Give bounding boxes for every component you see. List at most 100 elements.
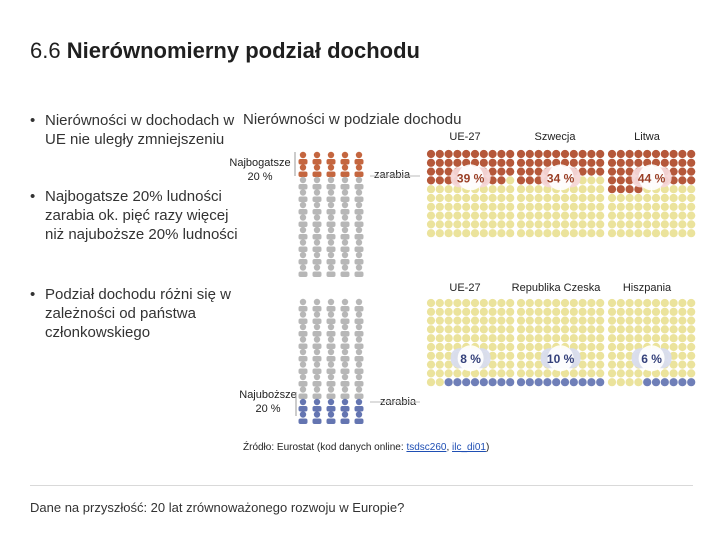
income-dot-highlight — [616, 167, 625, 176]
income-dot — [616, 325, 625, 334]
bullet-text: Nierówności w dochodach w UE nie uległy … — [45, 112, 235, 148]
income-dot — [479, 334, 488, 343]
income-dot — [435, 211, 444, 220]
income-dot-highlight — [687, 167, 696, 176]
person-rich-icon — [298, 151, 308, 165]
income-dot-highlight — [669, 167, 678, 176]
bullet-text: Najbogatsze 20% ludności zarabia ok. pię… — [45, 188, 238, 243]
person-icon — [312, 264, 322, 277]
income-dot — [651, 307, 661, 316]
dot-matrix-bottom-2 — [516, 298, 605, 387]
pct-value: 34 % — [547, 171, 575, 185]
person-icon — [312, 189, 322, 202]
income-dot — [435, 325, 444, 334]
income-dot — [488, 307, 497, 316]
income-dot — [569, 307, 578, 316]
income-dot — [687, 307, 696, 316]
income-dot — [587, 193, 596, 203]
income-dot — [651, 211, 661, 220]
person-icon — [354, 373, 364, 387]
income-dot — [506, 325, 515, 334]
income-dot — [479, 316, 488, 325]
income-dot — [634, 378, 643, 387]
income-dot-highlight — [479, 158, 488, 167]
income-dot — [552, 307, 561, 316]
source-link-ilc-di01[interactable]: ilc_di01 — [452, 442, 486, 453]
income-dot-highlight — [488, 378, 497, 387]
income-dot — [444, 334, 453, 343]
income-dot — [453, 316, 462, 325]
income-dot-highlight — [543, 378, 552, 387]
income-dot-highlight — [560, 378, 570, 387]
person-icon — [340, 348, 350, 362]
person-icon — [340, 201, 350, 215]
income-dot — [552, 211, 561, 220]
income-dot — [669, 185, 678, 194]
income-dot — [426, 193, 436, 203]
income-dot — [444, 298, 453, 308]
income-dot — [660, 316, 669, 325]
income-dot — [578, 202, 587, 211]
dot-matrix-top-2 — [516, 149, 605, 238]
income-dot — [578, 334, 587, 343]
person-icon — [340, 298, 350, 312]
income-dot — [543, 316, 552, 325]
income-dot-highlight — [534, 158, 543, 167]
income-dot — [569, 211, 578, 220]
source-link-tsdsc260[interactable]: tsdsc260 — [406, 442, 447, 453]
income-dot — [552, 369, 561, 378]
income-dot — [678, 351, 687, 360]
income-dot — [506, 342, 515, 352]
income-dot — [569, 334, 578, 343]
income-dot — [625, 220, 634, 229]
income-dot — [497, 211, 506, 220]
income-dot — [488, 211, 497, 220]
income-dot — [552, 316, 561, 325]
income-dot-highlight — [488, 149, 497, 159]
income-dot — [616, 334, 625, 343]
income-dot — [453, 334, 462, 343]
income-dot — [497, 298, 506, 308]
income-dot — [426, 316, 436, 325]
income-dot — [669, 360, 678, 369]
income-dot — [453, 325, 462, 334]
income-dot — [643, 334, 652, 343]
income-dot — [587, 334, 596, 343]
income-dot — [534, 193, 543, 203]
income-dot — [643, 307, 652, 316]
income-dot — [506, 202, 515, 211]
person-icon — [312, 298, 322, 312]
income-dot — [453, 307, 462, 316]
income-dot — [625, 325, 634, 334]
income-dot — [462, 298, 471, 308]
income-dot — [516, 211, 526, 220]
income-dot — [534, 316, 543, 325]
income-dot — [444, 325, 453, 334]
income-dot-highlight — [678, 158, 687, 167]
earns-label-top: zarabia — [374, 169, 411, 181]
income-dot — [453, 369, 462, 378]
income-dot-highlight — [444, 158, 453, 167]
income-dot-highlight — [497, 158, 506, 167]
income-dot-highlight — [569, 149, 578, 159]
income-dot — [444, 307, 453, 316]
income-dot — [506, 316, 515, 325]
income-dot — [516, 193, 526, 203]
income-dot — [669, 220, 678, 229]
income-dot — [634, 211, 643, 220]
income-dot — [578, 307, 587, 316]
income-dot — [678, 307, 687, 316]
income-dot — [687, 334, 696, 343]
income-dot — [596, 229, 605, 238]
person-icon — [340, 239, 350, 252]
income-dot-highlight — [435, 167, 444, 176]
income-dot — [587, 360, 596, 369]
bullet-1: • Nierówności w dochodach w UE nie uległ… — [30, 111, 240, 149]
income-dot-highlight — [453, 149, 462, 159]
person-rich-icon — [326, 151, 336, 165]
income-dot — [634, 298, 643, 308]
income-dot — [516, 360, 526, 369]
income-dot — [678, 193, 687, 203]
income-dot — [651, 220, 661, 229]
person-icon — [312, 251, 322, 265]
